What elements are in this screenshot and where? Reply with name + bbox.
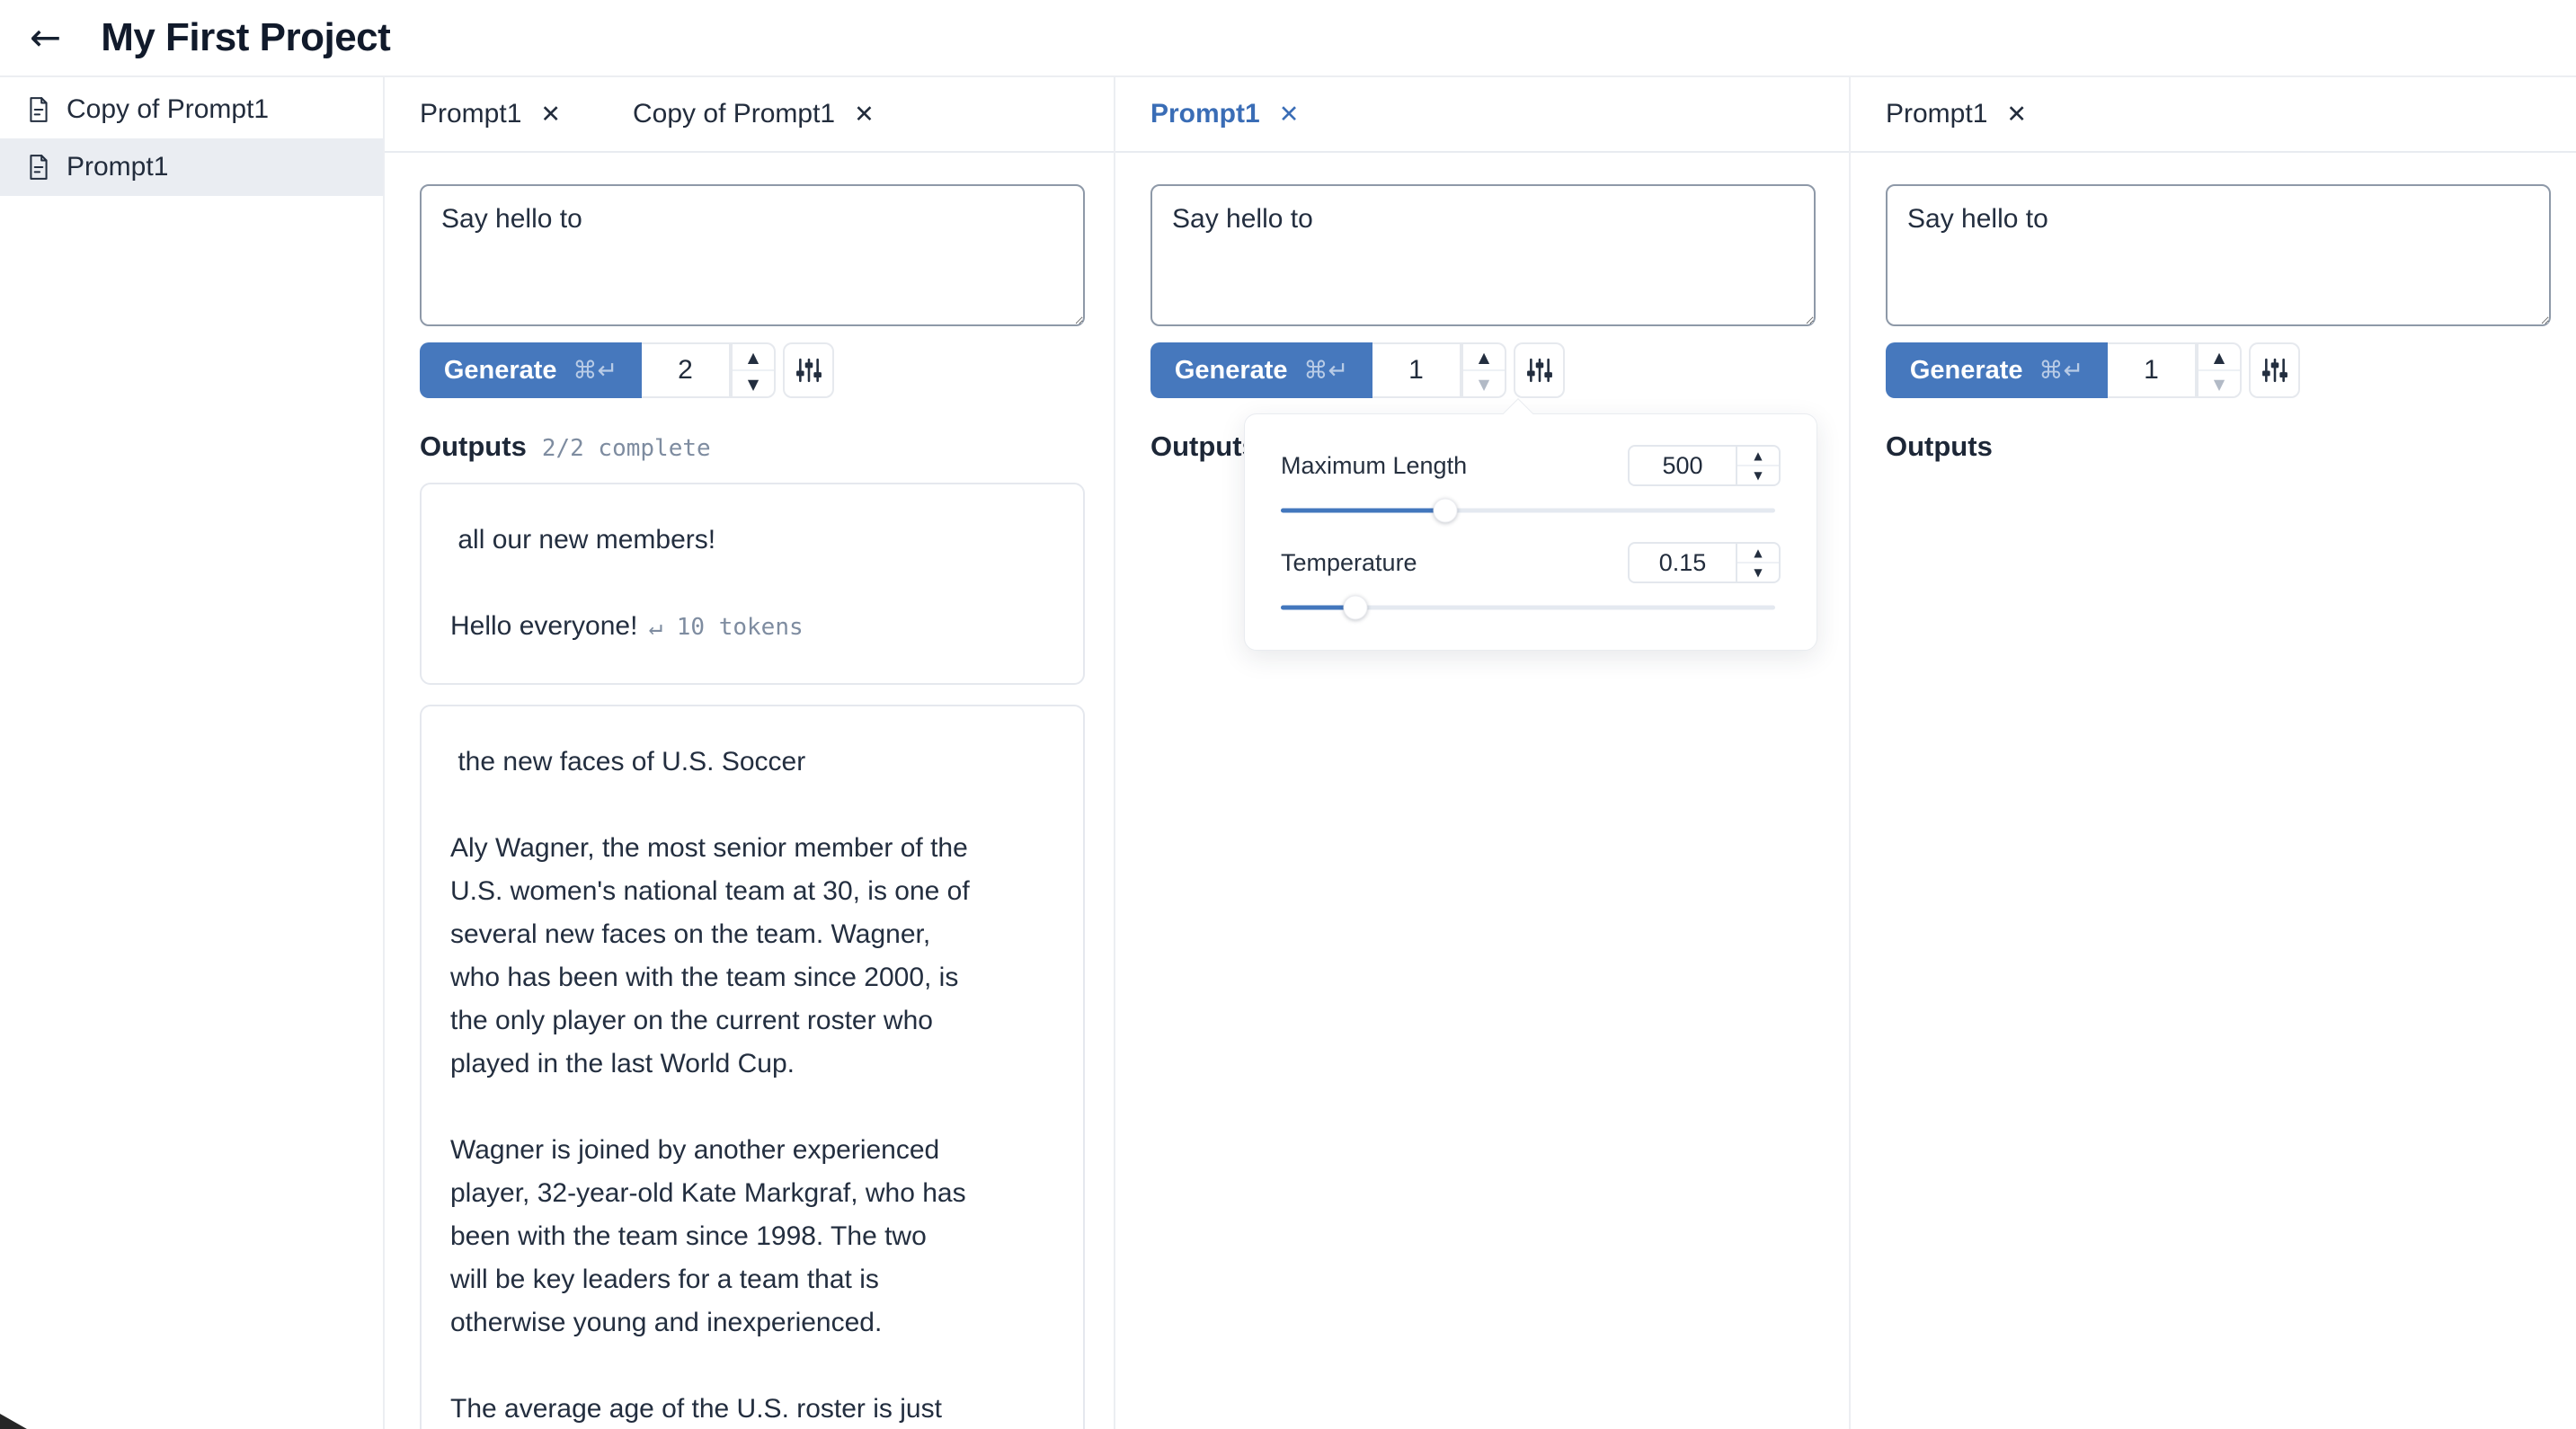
page-title: My First Project [101, 15, 391, 59]
stepper-down-icon[interactable]: ▼ [1754, 469, 1763, 482]
sidebar-item-prompt1[interactable]: Prompt1 [0, 138, 383, 196]
model-settings-popover: Maximum Length 500 ▲ ▼ Temperature 0.15 ▲… [1244, 398, 1817, 651]
close-icon[interactable]: ✕ [854, 100, 875, 129]
output-card: all our new members! Hello everyone! ↵ 10… [420, 483, 1085, 685]
generate-button[interactable]: Generate ⌘↵ [1886, 342, 2108, 398]
temperature-label: Temperature [1281, 548, 1417, 576]
output-text: the new faces of U.S. Soccer Aly Wagner,… [450, 747, 970, 1424]
sidebar-item-label: Copy of Prompt1 [67, 94, 270, 124]
prompt-input[interactable]: Say hello to [420, 184, 1085, 326]
maximum-length-label: Maximum Length [1281, 451, 1468, 479]
generate-button[interactable]: Generate ⌘↵ [1150, 342, 1372, 398]
slider-thumb[interactable] [1343, 595, 1368, 620]
count-stepper: ▲ ▼ [731, 342, 776, 398]
sidebar-item-copy-of-prompt1[interactable]: Copy of Prompt1 [0, 81, 383, 138]
completion-count-input[interactable]: 1 [2108, 342, 2197, 398]
sliders-icon [795, 358, 822, 383]
tab-row: Prompt1 ✕ [1851, 77, 2576, 153]
model-settings-button[interactable] [783, 342, 834, 398]
completion-count-input[interactable]: 2 [642, 342, 731, 398]
number-stepper: ▲ ▼ [1736, 544, 1779, 581]
stepper-down-icon[interactable]: ▼ [1754, 566, 1763, 579]
generate-button[interactable]: Generate ⌘↵ [420, 342, 642, 398]
prompt-panel-1: Prompt1 ✕ Copy of Prompt1 ✕ Say hello to… [385, 77, 1114, 1429]
completion-count-input[interactable]: 1 [1372, 342, 1461, 398]
outputs-heading: Outputs [1150, 430, 1257, 462]
sidebar-item-label: Prompt1 [67, 152, 169, 182]
prompts-sidebar: Copy of Prompt1 Prompt1 [0, 77, 385, 1429]
tab-row: Prompt1 ✕ Copy of Prompt1 ✕ [385, 77, 1114, 153]
maximum-length-input[interactable]: 500 ▲ ▼ [1628, 445, 1781, 486]
document-icon [30, 155, 48, 180]
token-count-badge: ↵ 10 tokens [648, 614, 804, 641]
tab-prompt1-active[interactable]: Prompt1 ✕ [1150, 99, 1300, 129]
prompt-panel-2: Prompt1 ✕ Say hello to Generate ⌘↵ 1 ▲ ▼ [1114, 77, 1849, 1429]
prompt-panel-3: Prompt1 ✕ Say hello to Generate ⌘↵ 1 ▲ ▼ [1849, 77, 2576, 1429]
stepper-up-icon[interactable]: ▲ [2198, 344, 2240, 371]
temperature-input[interactable]: 0.15 ▲ ▼ [1628, 542, 1781, 583]
tab-prompt1[interactable]: Prompt1 ✕ [420, 99, 562, 129]
temperature-slider[interactable] [1281, 595, 1781, 620]
output-text: all our new members! Hello everyone! [450, 525, 716, 641]
maximum-length-slider[interactable] [1281, 498, 1781, 523]
prompt-input[interactable]: Say hello to [1150, 184, 1816, 326]
close-icon[interactable]: ✕ [540, 100, 562, 129]
stepper-down-icon[interactable]: ▼ [733, 371, 774, 396]
outputs-heading: Outputs [420, 430, 527, 462]
outputs-heading: Outputs [1886, 430, 1993, 462]
tab-prompt1[interactable]: Prompt1 ✕ [1886, 99, 2028, 129]
count-stepper: ▲ ▼ [2197, 342, 2242, 398]
stepper-up-icon[interactable]: ▲ [1737, 447, 1779, 466]
cmd-enter-shortcut: ⌘↵ [573, 356, 618, 385]
output-card: the new faces of U.S. Soccer Aly Wagner,… [420, 705, 1085, 1429]
outputs-status: 2/2 complete [541, 435, 711, 462]
tab-copy-of-prompt1[interactable]: Copy of Prompt1 ✕ [633, 99, 875, 129]
number-stepper: ▲ ▼ [1736, 447, 1779, 484]
app-header: ← My First Project [0, 0, 2576, 77]
tab-row: Prompt1 ✕ [1115, 77, 1849, 153]
cmd-enter-shortcut: ⌘↵ [1303, 356, 1349, 385]
close-icon[interactable]: ✕ [1278, 100, 1300, 129]
sliders-icon [2261, 358, 2287, 383]
stepper-up-icon[interactable]: ▲ [1737, 544, 1779, 564]
sliders-icon [1526, 358, 1552, 383]
prompt-input[interactable]: Say hello to [1886, 184, 2551, 326]
model-settings-button[interactable] [2249, 342, 2300, 398]
document-icon [30, 97, 48, 122]
stepper-down-icon[interactable]: ▼ [2198, 371, 2240, 396]
slider-thumb[interactable] [1433, 498, 1458, 523]
model-settings-button[interactable] [1514, 342, 1565, 398]
stepper-up-icon[interactable]: ▲ [733, 344, 774, 371]
stepper-down-icon[interactable]: ▼ [1463, 371, 1505, 396]
back-arrow-icon[interactable]: ← [30, 15, 62, 59]
close-icon[interactable]: ✕ [2006, 100, 2028, 129]
stepper-up-icon[interactable]: ▲ [1463, 344, 1505, 371]
count-stepper: ▲ ▼ [1461, 342, 1506, 398]
cmd-enter-shortcut: ⌘↵ [2039, 356, 2084, 385]
